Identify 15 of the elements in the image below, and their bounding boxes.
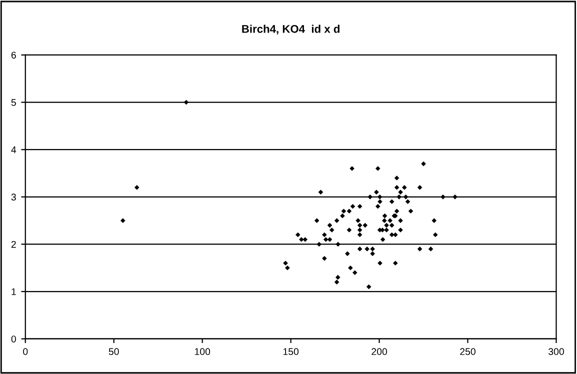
x-tick-label: 0 xyxy=(23,348,28,356)
x-tick-label: 50 xyxy=(108,348,119,356)
y-tick-label: 3 xyxy=(11,194,16,201)
y-tick-label: 2 xyxy=(11,240,16,248)
x-tick-label: 200 xyxy=(372,348,388,356)
x-tick-label: 300 xyxy=(548,348,564,356)
chart-title: Birch4, KO4 id x d xyxy=(242,24,340,34)
x-tick-label: 100 xyxy=(194,348,210,356)
y-tick-label: 1 xyxy=(12,288,16,296)
x-tick-label: 150 xyxy=(283,348,299,356)
y-tick-label: 0 xyxy=(11,336,16,342)
x-tick-label: 250 xyxy=(460,348,476,356)
y-tick-label: 4 xyxy=(11,146,16,154)
y-tick-label: 5 xyxy=(11,99,16,106)
y-tick-label: 6 xyxy=(11,52,16,59)
